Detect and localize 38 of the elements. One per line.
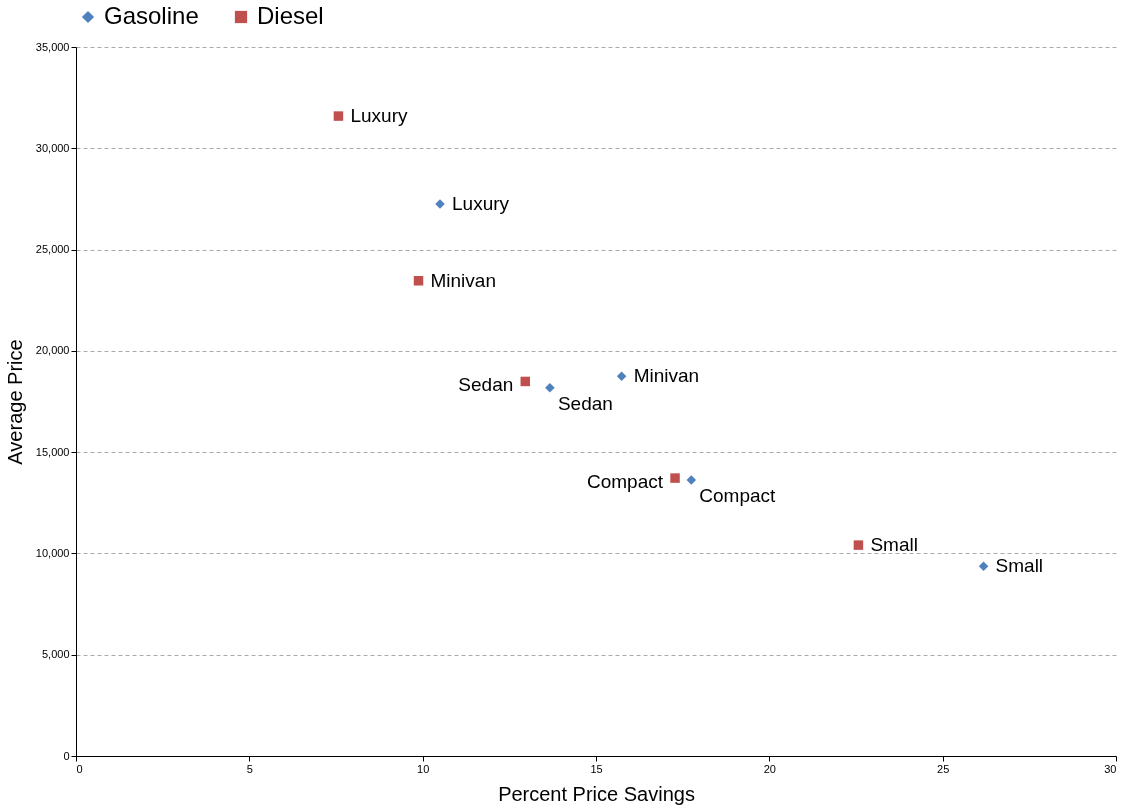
x-tick-label: 5 [246,762,253,775]
x-tick-label: 25 [937,762,950,775]
point [853,540,864,550]
point [978,561,989,571]
y-tick-label: 0 [63,749,70,762]
annotation: Small [870,534,918,556]
x-tick-label: 20 [763,762,776,775]
y-tick-label: 20,000 [35,344,70,357]
legend-label: Gasoline [104,2,199,29]
legend-label: Diesel [257,2,324,29]
annotation: Compact [699,485,777,507]
y-axis-title: Average Price [3,339,26,465]
annotation: Minivan [633,365,700,387]
y-tick-label: 25,000 [35,243,70,256]
point [413,276,424,286]
annotation: Minivan [430,269,496,291]
y-tick-label: 30,000 [35,141,70,154]
x-tick-label: 10 [417,762,430,775]
x-axis-title: Percent Price Savings [498,782,695,805]
point [686,475,697,485]
y-tick-label: 35,000 [35,40,70,53]
annotation: Sedan [458,374,514,396]
y-tick-label: 5,000 [41,648,70,661]
annotation: Sedan [557,392,613,414]
y-tick-label: 15,000 [35,445,70,458]
point [520,376,531,387]
point [545,382,555,393]
point [333,111,344,121]
point [670,473,680,483]
annotation: Small [995,555,1044,577]
x-tick-label: 0 [76,762,83,775]
y-tick-label: 10,000 [35,546,70,559]
annotation: Luxury [350,105,408,127]
annotation: Compact [587,471,664,493]
point [616,371,627,381]
x-tick-label: 30 [1104,762,1117,775]
x-tick-label: 15 [590,762,603,775]
annotation: Luxury [452,192,510,214]
